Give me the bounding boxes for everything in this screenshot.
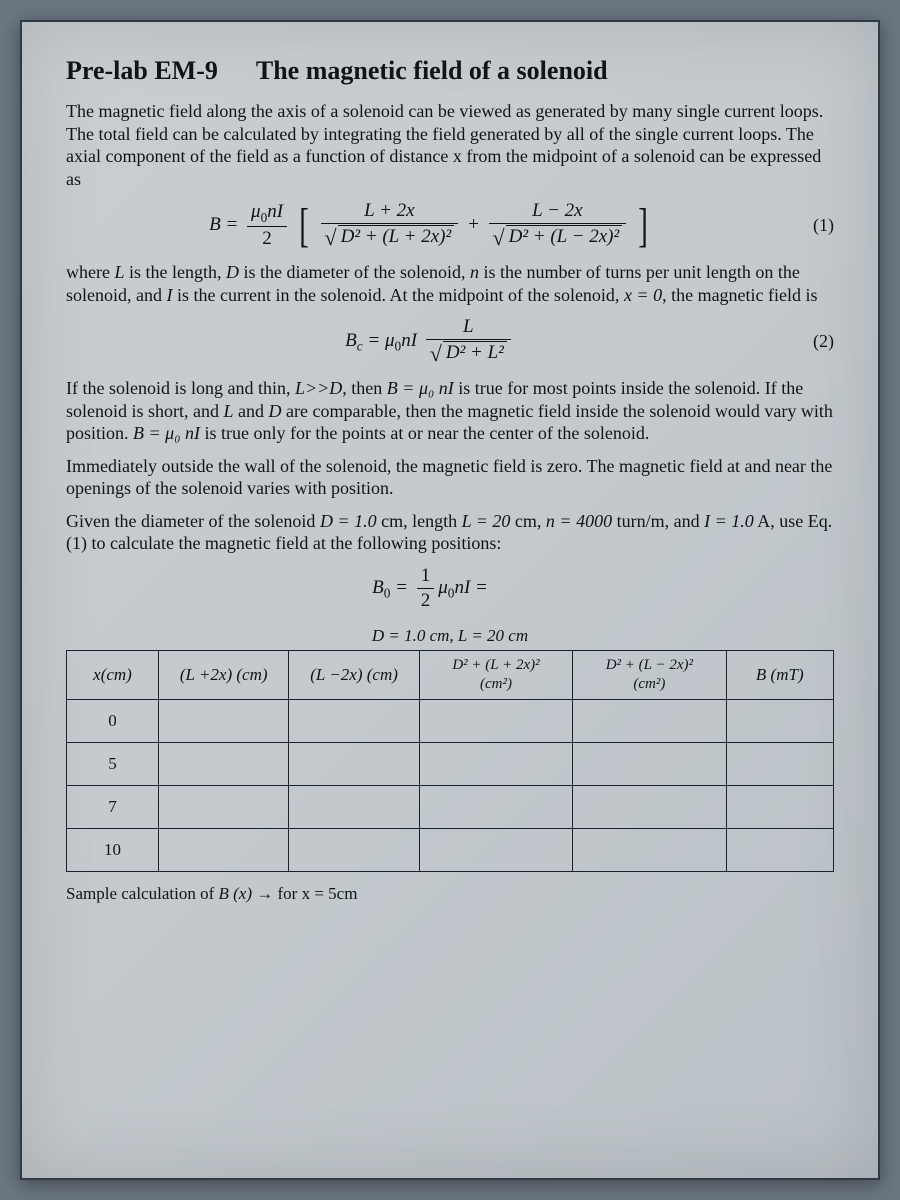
data-table: x(cm) (L +2x) (cm) (L −2x) (cm) D² + (L … bbox=[66, 650, 834, 872]
equation-b0: B0 = 1 2 μ0nI = bbox=[66, 565, 834, 612]
intro-paragraph: The magnetic field along the axis of a s… bbox=[66, 100, 834, 190]
table-row: 0 bbox=[67, 699, 834, 742]
long-thin-paragraph: If the solenoid is long and thin, L>>D, … bbox=[66, 377, 834, 445]
table-row: 7 bbox=[67, 785, 834, 828]
equation-2: Bc = μ0nI L √D² + L² (2) bbox=[66, 316, 834, 367]
title-row: Pre-lab EM-9 The magnetic field of a sol… bbox=[66, 56, 834, 86]
sample-calculation: Sample calculation of B (x) → for x = 5c… bbox=[66, 884, 834, 904]
col-d2minus: D² + (L − 2x)² (cm²) bbox=[573, 650, 726, 699]
col-d2plus: D² + (L + 2x)² (cm²) bbox=[419, 650, 572, 699]
col-b: B (mT) bbox=[726, 650, 833, 699]
outside-wall-paragraph: Immediately outside the wall of the sole… bbox=[66, 455, 834, 500]
worksheet-page: Pre-lab EM-9 The magnetic field of a sol… bbox=[20, 20, 880, 1180]
table-row: 10 bbox=[67, 828, 834, 871]
title-main: The magnetic field of a solenoid bbox=[256, 56, 608, 86]
table-row: 5 bbox=[67, 742, 834, 785]
where-paragraph: where L is the length, D is the diameter… bbox=[66, 261, 834, 306]
col-lminus: (L −2x) (cm) bbox=[289, 650, 419, 699]
table-caption: D = 1.0 cm, L = 20 cm bbox=[66, 626, 834, 646]
col-lplus: (L +2x) (cm) bbox=[159, 650, 289, 699]
title-prelab: Pre-lab EM-9 bbox=[66, 56, 218, 86]
col-x: x(cm) bbox=[67, 650, 159, 699]
equation-1: B = μ0nI 2 [ L + 2x √D² + (L + 2x)² + L … bbox=[66, 200, 834, 251]
eq-number-2: (2) bbox=[794, 331, 834, 352]
eq-number-1: (1) bbox=[794, 215, 834, 236]
table-header-row: x(cm) (L +2x) (cm) (L −2x) (cm) D² + (L … bbox=[67, 650, 834, 699]
given-paragraph: Given the diameter of the solenoid D = 1… bbox=[66, 510, 834, 555]
